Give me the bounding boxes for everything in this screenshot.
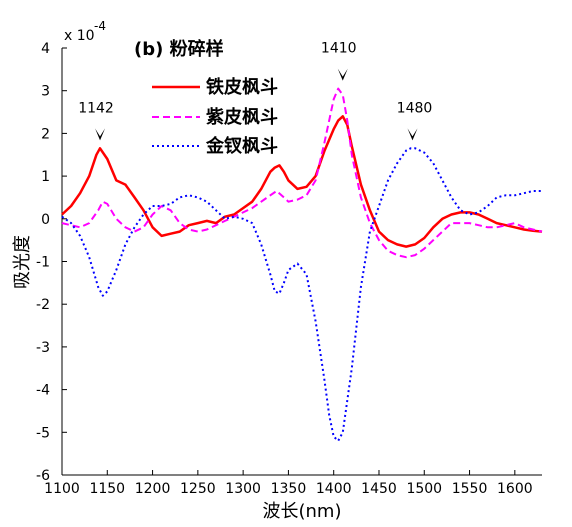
peak-arrow-1 bbox=[337, 68, 348, 81]
peak-label-1: 1410 bbox=[321, 41, 357, 57]
peak-annotations: 1142 1410 1480 bbox=[78, 41, 432, 141]
series-line-1 bbox=[61, 87, 543, 259]
x-tick-label: 1450 bbox=[361, 481, 397, 497]
peak-arrow-2 bbox=[407, 128, 418, 141]
x-tick-label: 1350 bbox=[271, 481, 307, 497]
legend: 铁皮枫斗 紫皮枫斗 金钗枫斗 bbox=[152, 76, 278, 157]
legend-label-1: 紫皮枫斗 bbox=[206, 106, 278, 128]
x-tick-label: 1250 bbox=[180, 481, 216, 497]
y-tick-label: -2 bbox=[36, 297, 50, 313]
y-tick-label: 2 bbox=[41, 126, 50, 142]
x-tick-label: 1600 bbox=[497, 481, 533, 497]
y-tick-label: -6 bbox=[36, 468, 50, 484]
series-line-0 bbox=[61, 115, 543, 248]
x-axis-label: 波长(nm) bbox=[263, 501, 342, 522]
y-exponent-power: -4 bbox=[94, 19, 106, 33]
legend-label-0: 铁皮枫斗 bbox=[206, 76, 278, 98]
y-tick-label: 1 bbox=[41, 169, 50, 185]
y-axis-label: 吸光度 bbox=[12, 235, 33, 289]
x-tick-label: 1500 bbox=[406, 481, 442, 497]
x-tick-label: 1150 bbox=[89, 481, 125, 497]
x-tick-label: 1300 bbox=[225, 481, 261, 497]
y-exponent-label: x 10 bbox=[64, 28, 95, 44]
x-tick-label: 1200 bbox=[135, 481, 171, 497]
y-tick-label: -3 bbox=[36, 340, 50, 356]
x-tick-label: 1400 bbox=[316, 481, 352, 497]
peak-arrow-0 bbox=[95, 128, 106, 141]
series-line-2 bbox=[61, 147, 542, 442]
y-tick-label: -4 bbox=[36, 383, 50, 399]
y-tick-label: 3 bbox=[41, 84, 50, 100]
peak-label-0: 1142 bbox=[78, 100, 114, 116]
y-tick-label: -5 bbox=[36, 425, 50, 441]
x-tick-label: 1100 bbox=[44, 481, 80, 497]
y-tick-label: 0 bbox=[41, 212, 50, 228]
axis-ticks: 1100 1150 1200 1250 1300 1350 1400 1450 1500 1550… bbox=[36, 41, 533, 497]
legend-label-2: 金钗枫斗 bbox=[205, 135, 278, 157]
peak-label-2: 1480 bbox=[397, 100, 433, 116]
y-tick-label: -1 bbox=[36, 255, 50, 271]
x-tick-label: 1550 bbox=[452, 481, 488, 497]
panel-label: (b) 粉碎样 bbox=[134, 38, 224, 60]
plot-area bbox=[61, 87, 543, 442]
y-tick-label: 4 bbox=[41, 41, 50, 57]
